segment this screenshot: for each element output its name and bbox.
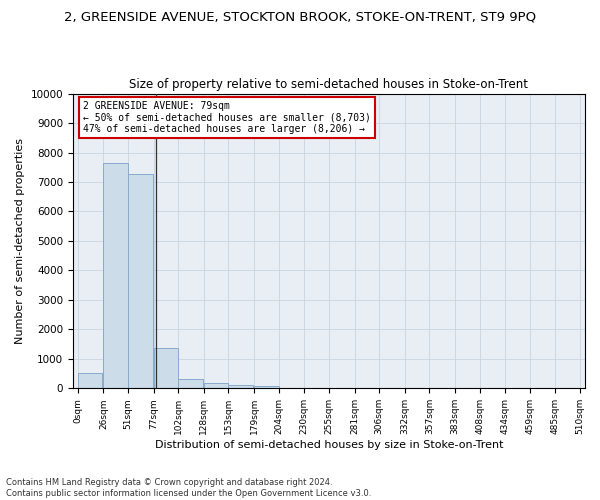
Bar [254,386,279,388]
Title: Size of property relative to semi-detached houses in Stoke-on-Trent: Size of property relative to semi-detach… [130,78,529,91]
Text: 2, GREENSIDE AVENUE, STOCKTON BROOK, STOKE-ON-TRENT, ST9 9PQ: 2, GREENSIDE AVENUE, STOCKTON BROOK, STO… [64,10,536,23]
Bar [154,348,178,389]
Bar [229,386,253,388]
Bar [78,372,103,388]
X-axis label: Distribution of semi-detached houses by size in Stoke-on-Trent: Distribution of semi-detached houses by … [155,440,503,450]
Bar [103,164,128,388]
Bar [204,384,229,388]
Y-axis label: Number of semi-detached properties: Number of semi-detached properties [15,138,25,344]
Text: Contains HM Land Registry data © Crown copyright and database right 2024.
Contai: Contains HM Land Registry data © Crown c… [6,478,371,498]
Bar [128,174,152,388]
Text: 2 GREENSIDE AVENUE: 79sqm
← 50% of semi-detached houses are smaller (8,703)
47% : 2 GREENSIDE AVENUE: 79sqm ← 50% of semi-… [83,101,371,134]
Bar [178,379,203,388]
